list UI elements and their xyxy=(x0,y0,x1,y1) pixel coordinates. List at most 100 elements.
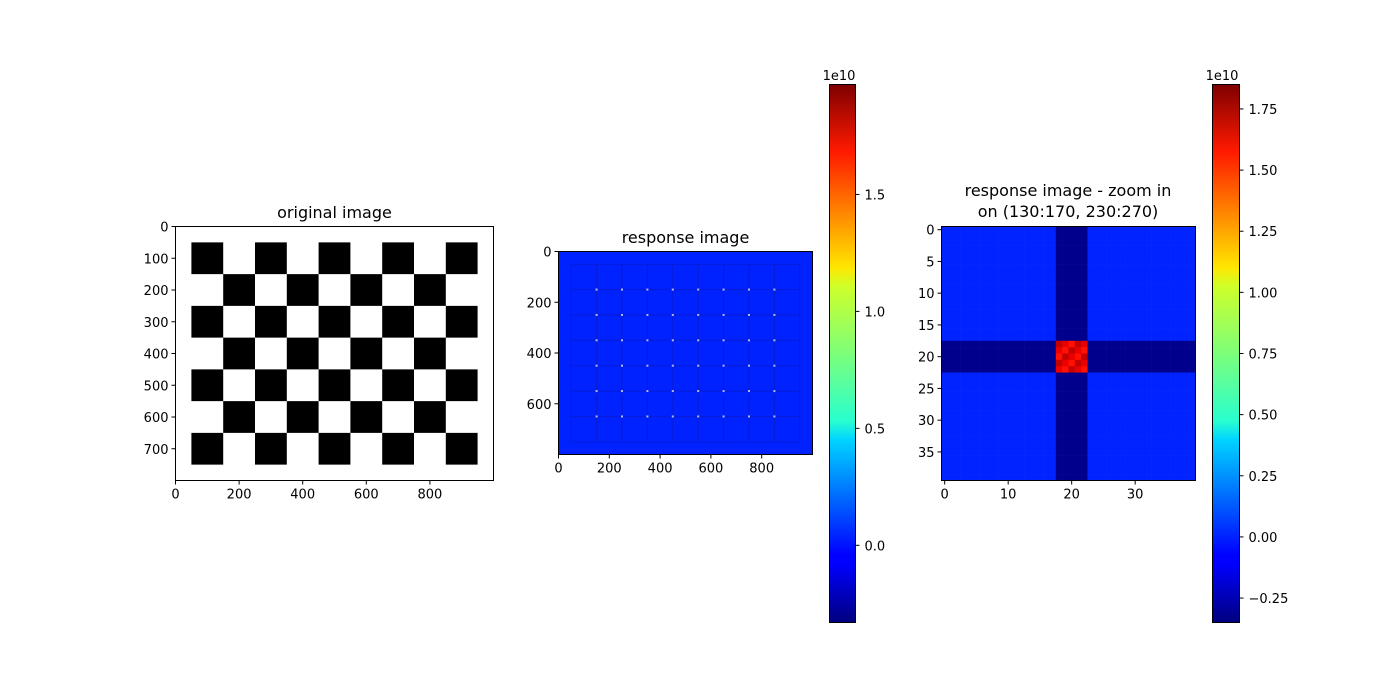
zoom-cell xyxy=(1074,461,1082,469)
zoom-cell xyxy=(1119,366,1126,373)
zoom-cell xyxy=(1138,404,1145,411)
zoom-cell xyxy=(1144,226,1152,234)
zoom-cell xyxy=(1068,417,1076,424)
zoom-cell xyxy=(1170,277,1177,284)
zoom-cell xyxy=(1081,366,1088,373)
zoom-cell xyxy=(985,372,993,380)
response-corner-peak xyxy=(621,313,623,316)
zoom-cell xyxy=(947,283,955,291)
zoom-cell xyxy=(1163,378,1171,386)
zoom-cell xyxy=(1068,328,1076,335)
zoom-cell xyxy=(1151,353,1158,361)
zoom-cell xyxy=(1176,258,1184,265)
zoom-cell xyxy=(1030,391,1038,399)
zoom-cell xyxy=(960,321,968,329)
zoom-cell xyxy=(1138,474,1145,481)
zoom-cell xyxy=(1125,334,1133,342)
zoom-cell xyxy=(1100,442,1107,450)
zoom-cell xyxy=(954,448,961,456)
zoom-cell xyxy=(1151,448,1158,456)
zoom-cell xyxy=(941,423,949,430)
zoom-cell xyxy=(979,239,987,246)
zoom-cell xyxy=(1132,353,1139,361)
zoom-cell xyxy=(979,232,987,240)
zoom-cell xyxy=(1170,378,1177,386)
zoom-cell xyxy=(1055,321,1063,329)
zoom-cell xyxy=(941,455,949,462)
zoom-cell xyxy=(941,328,949,335)
zoom-cell xyxy=(1036,296,1044,303)
response-corner-peak xyxy=(722,339,725,342)
zoom-cell xyxy=(1144,321,1152,329)
zoom-cell xyxy=(1138,378,1145,386)
zoom-cell xyxy=(1068,340,1076,348)
zoom-cell xyxy=(947,334,955,342)
zoom-cell xyxy=(979,378,987,386)
response-corner-peak xyxy=(748,288,750,291)
zoom-cell xyxy=(947,461,955,469)
checker-square xyxy=(223,274,255,306)
zoom-cell xyxy=(954,270,961,278)
response-corner-peak xyxy=(722,288,725,291)
zoom-cell xyxy=(1119,397,1126,405)
zoom-cell xyxy=(954,283,961,291)
response-corner-peak xyxy=(748,313,750,316)
zoom-cell xyxy=(1068,474,1076,481)
zoom-cell xyxy=(985,455,993,462)
response-corner-peak xyxy=(697,364,700,367)
zoom-cell xyxy=(992,239,999,246)
zoom-cell xyxy=(1170,270,1177,278)
zoom-cell xyxy=(1036,239,1044,246)
zoom-cell xyxy=(973,290,980,297)
zoom-cell xyxy=(1030,455,1038,462)
zoom-cell xyxy=(1068,385,1076,392)
zoom-cell xyxy=(1036,334,1044,342)
zoom-cell xyxy=(1055,245,1063,253)
zoom-cell xyxy=(1112,378,1120,386)
zoom-cell xyxy=(985,467,993,475)
zoom-cell xyxy=(1170,429,1177,437)
zoom-cell xyxy=(985,239,993,246)
zoom-cell xyxy=(1030,385,1038,392)
zoom-cell xyxy=(1132,417,1139,424)
zoom-cell xyxy=(1176,251,1184,259)
zoom-cell xyxy=(1163,251,1171,259)
zoom-cell xyxy=(1170,264,1177,272)
zoom-cell xyxy=(1062,302,1069,310)
zoom-cell xyxy=(1112,448,1120,456)
zoom-cell xyxy=(1093,340,1101,348)
zoom-cell xyxy=(1055,315,1063,323)
zoom-cell xyxy=(1036,474,1044,481)
zoom-cell xyxy=(1170,423,1177,430)
zoom-cell xyxy=(973,302,980,310)
zoom-colorbar-tick-label: 1.75 xyxy=(1249,103,1278,118)
zoom-cell xyxy=(1017,290,1025,297)
zoom-cell xyxy=(954,461,961,469)
zoom-cell xyxy=(1055,264,1063,272)
zoom-cell xyxy=(1163,328,1171,335)
zoom-cell xyxy=(1087,232,1095,240)
zoom-cell xyxy=(1132,321,1139,329)
zoom-cell xyxy=(1151,334,1158,342)
zoom-cell xyxy=(966,442,974,450)
zoom-cell xyxy=(1011,302,1018,310)
zoom-cell xyxy=(1119,270,1126,278)
zoom-cell xyxy=(979,461,987,469)
zoom-cell xyxy=(979,315,987,323)
zoom-cell xyxy=(1189,264,1196,272)
zoom-cell xyxy=(1049,372,1057,380)
zoom-cell xyxy=(1119,258,1126,265)
zoom-cell xyxy=(1049,277,1057,284)
zoom-cell xyxy=(1081,245,1088,253)
zoom-cell xyxy=(1170,258,1177,265)
zoom-cell xyxy=(992,251,999,259)
zoom-cell xyxy=(1182,251,1190,259)
zoom-cell xyxy=(1043,448,1050,456)
zoom-cell xyxy=(941,334,949,342)
zoom-cell xyxy=(1151,467,1158,475)
zoom-cell xyxy=(1112,232,1120,240)
zoom-cell xyxy=(1062,296,1069,303)
zoom-cell xyxy=(1100,359,1107,367)
zoom-cell xyxy=(1005,270,1012,278)
zoom-cell xyxy=(1163,302,1171,310)
